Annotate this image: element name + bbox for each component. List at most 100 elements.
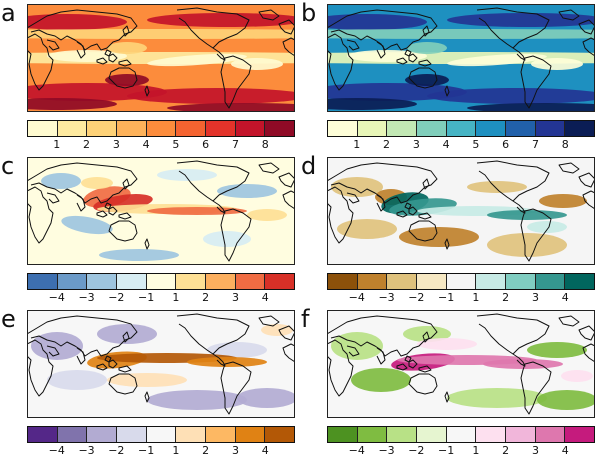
- colorbar-tick-label: 3: [231, 444, 239, 457]
- colorbar-ticks-f: −4 −3 −2 −1 1 2 3 4: [327, 444, 595, 458]
- colorbar-segment: [206, 274, 236, 289]
- coastline: [396, 210, 408, 218]
- coastline: [582, 190, 595, 210]
- coastline: [422, 25, 430, 37]
- colorbar-tick-label: −3: [78, 444, 95, 457]
- coastline: [258, 9, 280, 21]
- map-frame: [327, 157, 595, 265]
- panel-f: f −4 −3 −2 −1 1 2 3 4: [300, 306, 600, 459]
- coastline: [512, 353, 526, 367]
- colorbar-tick-label: 1: [472, 291, 480, 304]
- contour-field: [41, 169, 287, 261]
- coastline: [476, 7, 550, 49]
- coastline: [104, 49, 112, 57]
- colorbar-segment: [87, 121, 118, 136]
- contour-blob: [97, 324, 157, 344]
- colorbar-f: [327, 426, 595, 443]
- colorbar-segment: [328, 274, 358, 289]
- colorbar-segment: [565, 427, 595, 442]
- coastline: [520, 55, 552, 109]
- coastline: [27, 315, 138, 357]
- coastline: [108, 53, 118, 63]
- map-field: [27, 4, 295, 112]
- contour-blob: [231, 58, 283, 70]
- coastline: [444, 85, 450, 97]
- contour-blob: [347, 50, 427, 62]
- colorbar-segment: [357, 427, 388, 442]
- map-field: [327, 157, 595, 265]
- coastline: [212, 200, 226, 214]
- colorbar-segment: [446, 274, 477, 289]
- contour-blob: [81, 177, 113, 189]
- coastline: [404, 355, 412, 363]
- contour-blob: [99, 249, 179, 261]
- coastline: [578, 325, 595, 341]
- coastline: [108, 206, 118, 216]
- contour-blob: [337, 219, 397, 239]
- map-field: [27, 310, 295, 418]
- colorbar-tick-label: −4: [48, 291, 65, 304]
- coastline: [27, 339, 54, 397]
- coastline: [278, 19, 295, 35]
- colorbar-tick-label: 3: [531, 291, 539, 304]
- coastline: [27, 33, 54, 91]
- contour-blob: [539, 194, 587, 208]
- contour-blob: [61, 215, 113, 235]
- coastline: [108, 220, 138, 242]
- coastline: [558, 9, 580, 21]
- contour-blob: [147, 13, 295, 27]
- contour-blob: [261, 324, 293, 336]
- colorbar-segment: [506, 274, 536, 289]
- colorbar-tick-label: 6: [202, 138, 210, 151]
- colorbar-segment: [417, 427, 447, 442]
- colorbar-tick-label: 4: [261, 444, 269, 457]
- coastline: [327, 9, 438, 51]
- colorbar-segment: [417, 274, 447, 289]
- panel-label: b: [301, 0, 317, 27]
- coastline: [176, 313, 250, 355]
- colorbar-segment: [357, 121, 388, 136]
- contour-field: [331, 177, 587, 257]
- contour-blob: [327, 14, 427, 30]
- contour-blob: [247, 209, 287, 221]
- contour-blob: [157, 169, 217, 181]
- colorbar-tick-label: 8: [261, 138, 269, 151]
- coastline: [46, 192, 60, 204]
- contour-blob: [351, 368, 411, 392]
- colorbar-tick-label: 1: [172, 291, 180, 304]
- contour-blob: [537, 390, 595, 410]
- colorbar-segment: [357, 274, 388, 289]
- coastline: [144, 391, 150, 403]
- coastline: [418, 59, 432, 67]
- coastline: [422, 331, 430, 343]
- colorbar-segment: [535, 121, 566, 136]
- coastline: [327, 186, 354, 244]
- colorbar-segment: [117, 427, 147, 442]
- colorbar-tick-label: −4: [348, 291, 365, 304]
- coastline: [558, 162, 580, 174]
- colorbar-segment: [387, 427, 418, 442]
- colorbar-c: [27, 273, 295, 290]
- colorbar-segment: [87, 427, 118, 442]
- coastline: [46, 39, 60, 51]
- coastline: [176, 7, 250, 49]
- coastlines: [27, 7, 295, 109]
- coastline: [408, 206, 418, 216]
- map-field: [327, 310, 595, 418]
- colorbar-segment: [235, 274, 266, 289]
- map-c: [27, 157, 295, 265]
- colorbar-segment: [176, 427, 207, 442]
- coastline: [444, 391, 450, 403]
- coastline: [476, 313, 550, 355]
- colorbar-tick-label: 4: [561, 291, 569, 304]
- coastline: [278, 172, 295, 188]
- contour-blob: [405, 74, 449, 86]
- coastline: [404, 202, 412, 210]
- colorbar-segment: [176, 121, 207, 136]
- contour-blob: [27, 14, 127, 30]
- coastline: [408, 373, 438, 395]
- coastline: [346, 39, 360, 51]
- colorbar-tick-label: 1: [172, 444, 180, 457]
- colorbar-tick-label: 5: [472, 138, 480, 151]
- contour-blob: [27, 98, 117, 110]
